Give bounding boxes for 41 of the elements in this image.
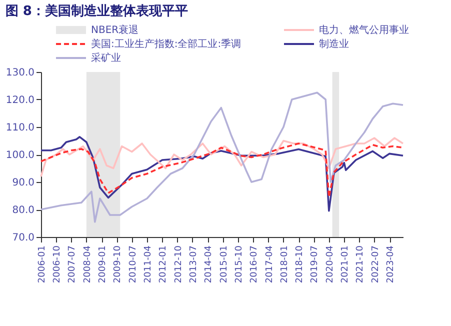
y-tick-label: 90.0 bbox=[12, 178, 34, 188]
legend-label: 采矿业 bbox=[91, 52, 121, 64]
x-tick-label: 2008-04 bbox=[82, 245, 93, 284]
x-tick-label: 2010-07 bbox=[128, 246, 138, 284]
x-tick-label: 2012-01 bbox=[158, 246, 169, 284]
legend-label: 制造业 bbox=[319, 38, 349, 50]
x-tick-label: 2021-10 bbox=[356, 245, 366, 284]
legend-label: 电力、燃气公用事业 bbox=[319, 24, 409, 36]
legend-label: 美国:工业生产指数:全部工业:季调 bbox=[91, 38, 242, 50]
y-tick-label: 130.0 bbox=[6, 68, 34, 78]
y-tick-label: 120.0 bbox=[6, 95, 34, 106]
x-tick-label: 2013-07 bbox=[188, 246, 199, 284]
x-tick-label: 2018-01 bbox=[280, 246, 290, 284]
legend-label: NBER衰退 bbox=[91, 24, 139, 36]
x-tick-label: 2022-07 bbox=[370, 246, 381, 284]
x-tick-label: 2018-10 bbox=[295, 245, 306, 284]
x-tick-label: 2009-01 bbox=[98, 246, 108, 284]
x-tick-label: 2017-04 bbox=[264, 245, 275, 284]
line-series bbox=[40, 142, 404, 198]
line-series bbox=[40, 137, 404, 178]
x-tick-label: 2009-10 bbox=[113, 245, 124, 284]
x-tick-label: 2019-07 bbox=[310, 246, 320, 284]
x-tick-label: 2011-04 bbox=[144, 245, 154, 284]
x-tick-label: 2006-01 bbox=[38, 246, 48, 284]
chart-title: 图 8：美国制造业整体表现平平 bbox=[5, 3, 188, 19]
x-tick-label: 2021-01 bbox=[340, 246, 351, 284]
line-series bbox=[40, 136, 404, 212]
x-tick-label: 2016-07 bbox=[250, 246, 260, 284]
line-series bbox=[40, 92, 404, 223]
x-tick-label: 2020-04 bbox=[325, 245, 336, 284]
x-tick-label: 2023-04 bbox=[386, 245, 396, 284]
y-tick-label: 100.0 bbox=[6, 150, 34, 161]
y-tick-label: 70.0 bbox=[12, 232, 34, 244]
x-tick-label: 2015-01 bbox=[219, 246, 230, 284]
x-tick-label: 2015-10 bbox=[234, 245, 244, 284]
y-tick-label: 80.0 bbox=[12, 205, 34, 216]
x-tick-label: 2006-10 bbox=[52, 245, 63, 284]
y-tick-label: 110.0 bbox=[6, 122, 34, 134]
x-tick-label: 2014-04 bbox=[204, 245, 214, 284]
x-tick-label: 2007-07 bbox=[68, 246, 78, 284]
x-tick-label: 2012-10 bbox=[174, 245, 184, 284]
